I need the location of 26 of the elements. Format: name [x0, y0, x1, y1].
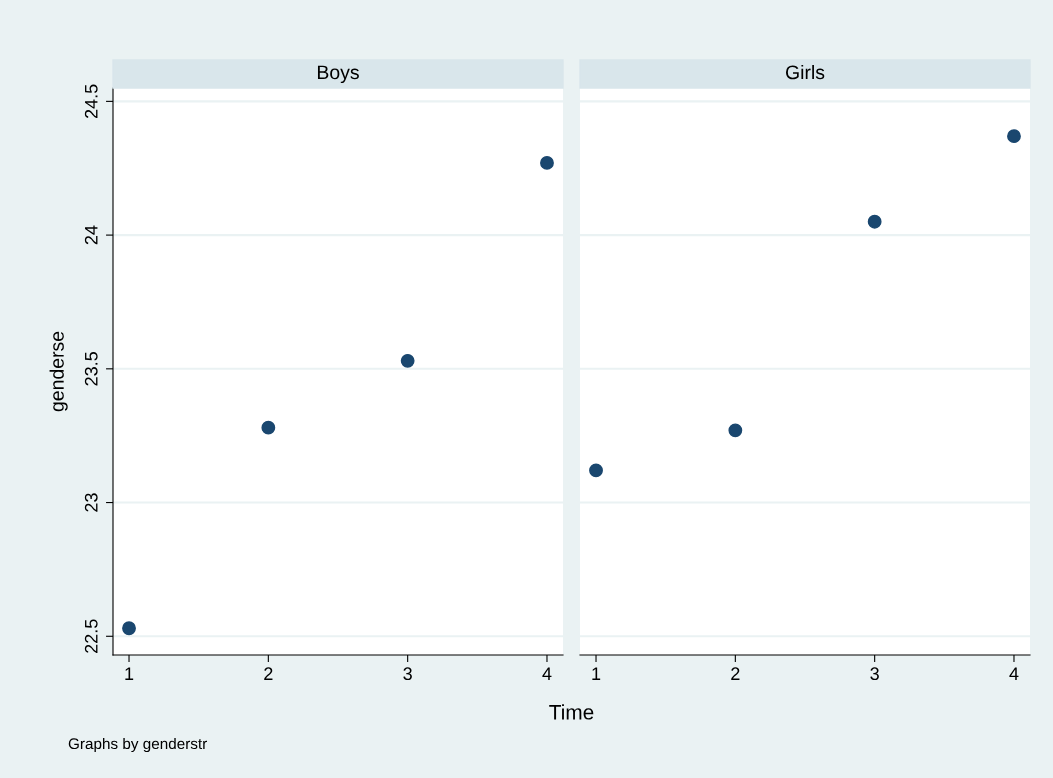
y-tick-label: 24.5 — [84, 84, 98, 119]
y-tick-label: 24 — [84, 225, 98, 245]
y-tick-label: 23 — [84, 493, 98, 512]
point — [400, 353, 415, 368]
chart-title: Boys — [317, 65, 359, 84]
x-axis-title: Time — [549, 704, 594, 720]
x-tick-label: 1 — [125, 667, 134, 680]
point — [261, 420, 276, 435]
x-tick-label: 3 — [870, 667, 879, 681]
point — [540, 155, 554, 170]
point — [589, 463, 603, 478]
x-tick-label: 2 — [264, 667, 273, 680]
y-tick-label: 23.5 — [84, 352, 98, 386]
y-tick-label: 22.5 — [84, 619, 98, 653]
text: Graphs by genderstr — [68, 737, 208, 753]
y-axis-title: genderse — [49, 331, 68, 412]
x-tick-label: 4 — [1009, 667, 1019, 680]
point — [867, 214, 882, 229]
x-tick-label: 2 — [731, 667, 740, 680]
x-tick-label: 3 — [403, 667, 412, 681]
point — [122, 621, 136, 636]
x-tick-label: 4 — [542, 667, 552, 680]
chart-title: Girls — [786, 64, 825, 80]
point — [1007, 129, 1021, 144]
x-tick-label: 1 — [592, 667, 601, 680]
point — [728, 423, 743, 438]
